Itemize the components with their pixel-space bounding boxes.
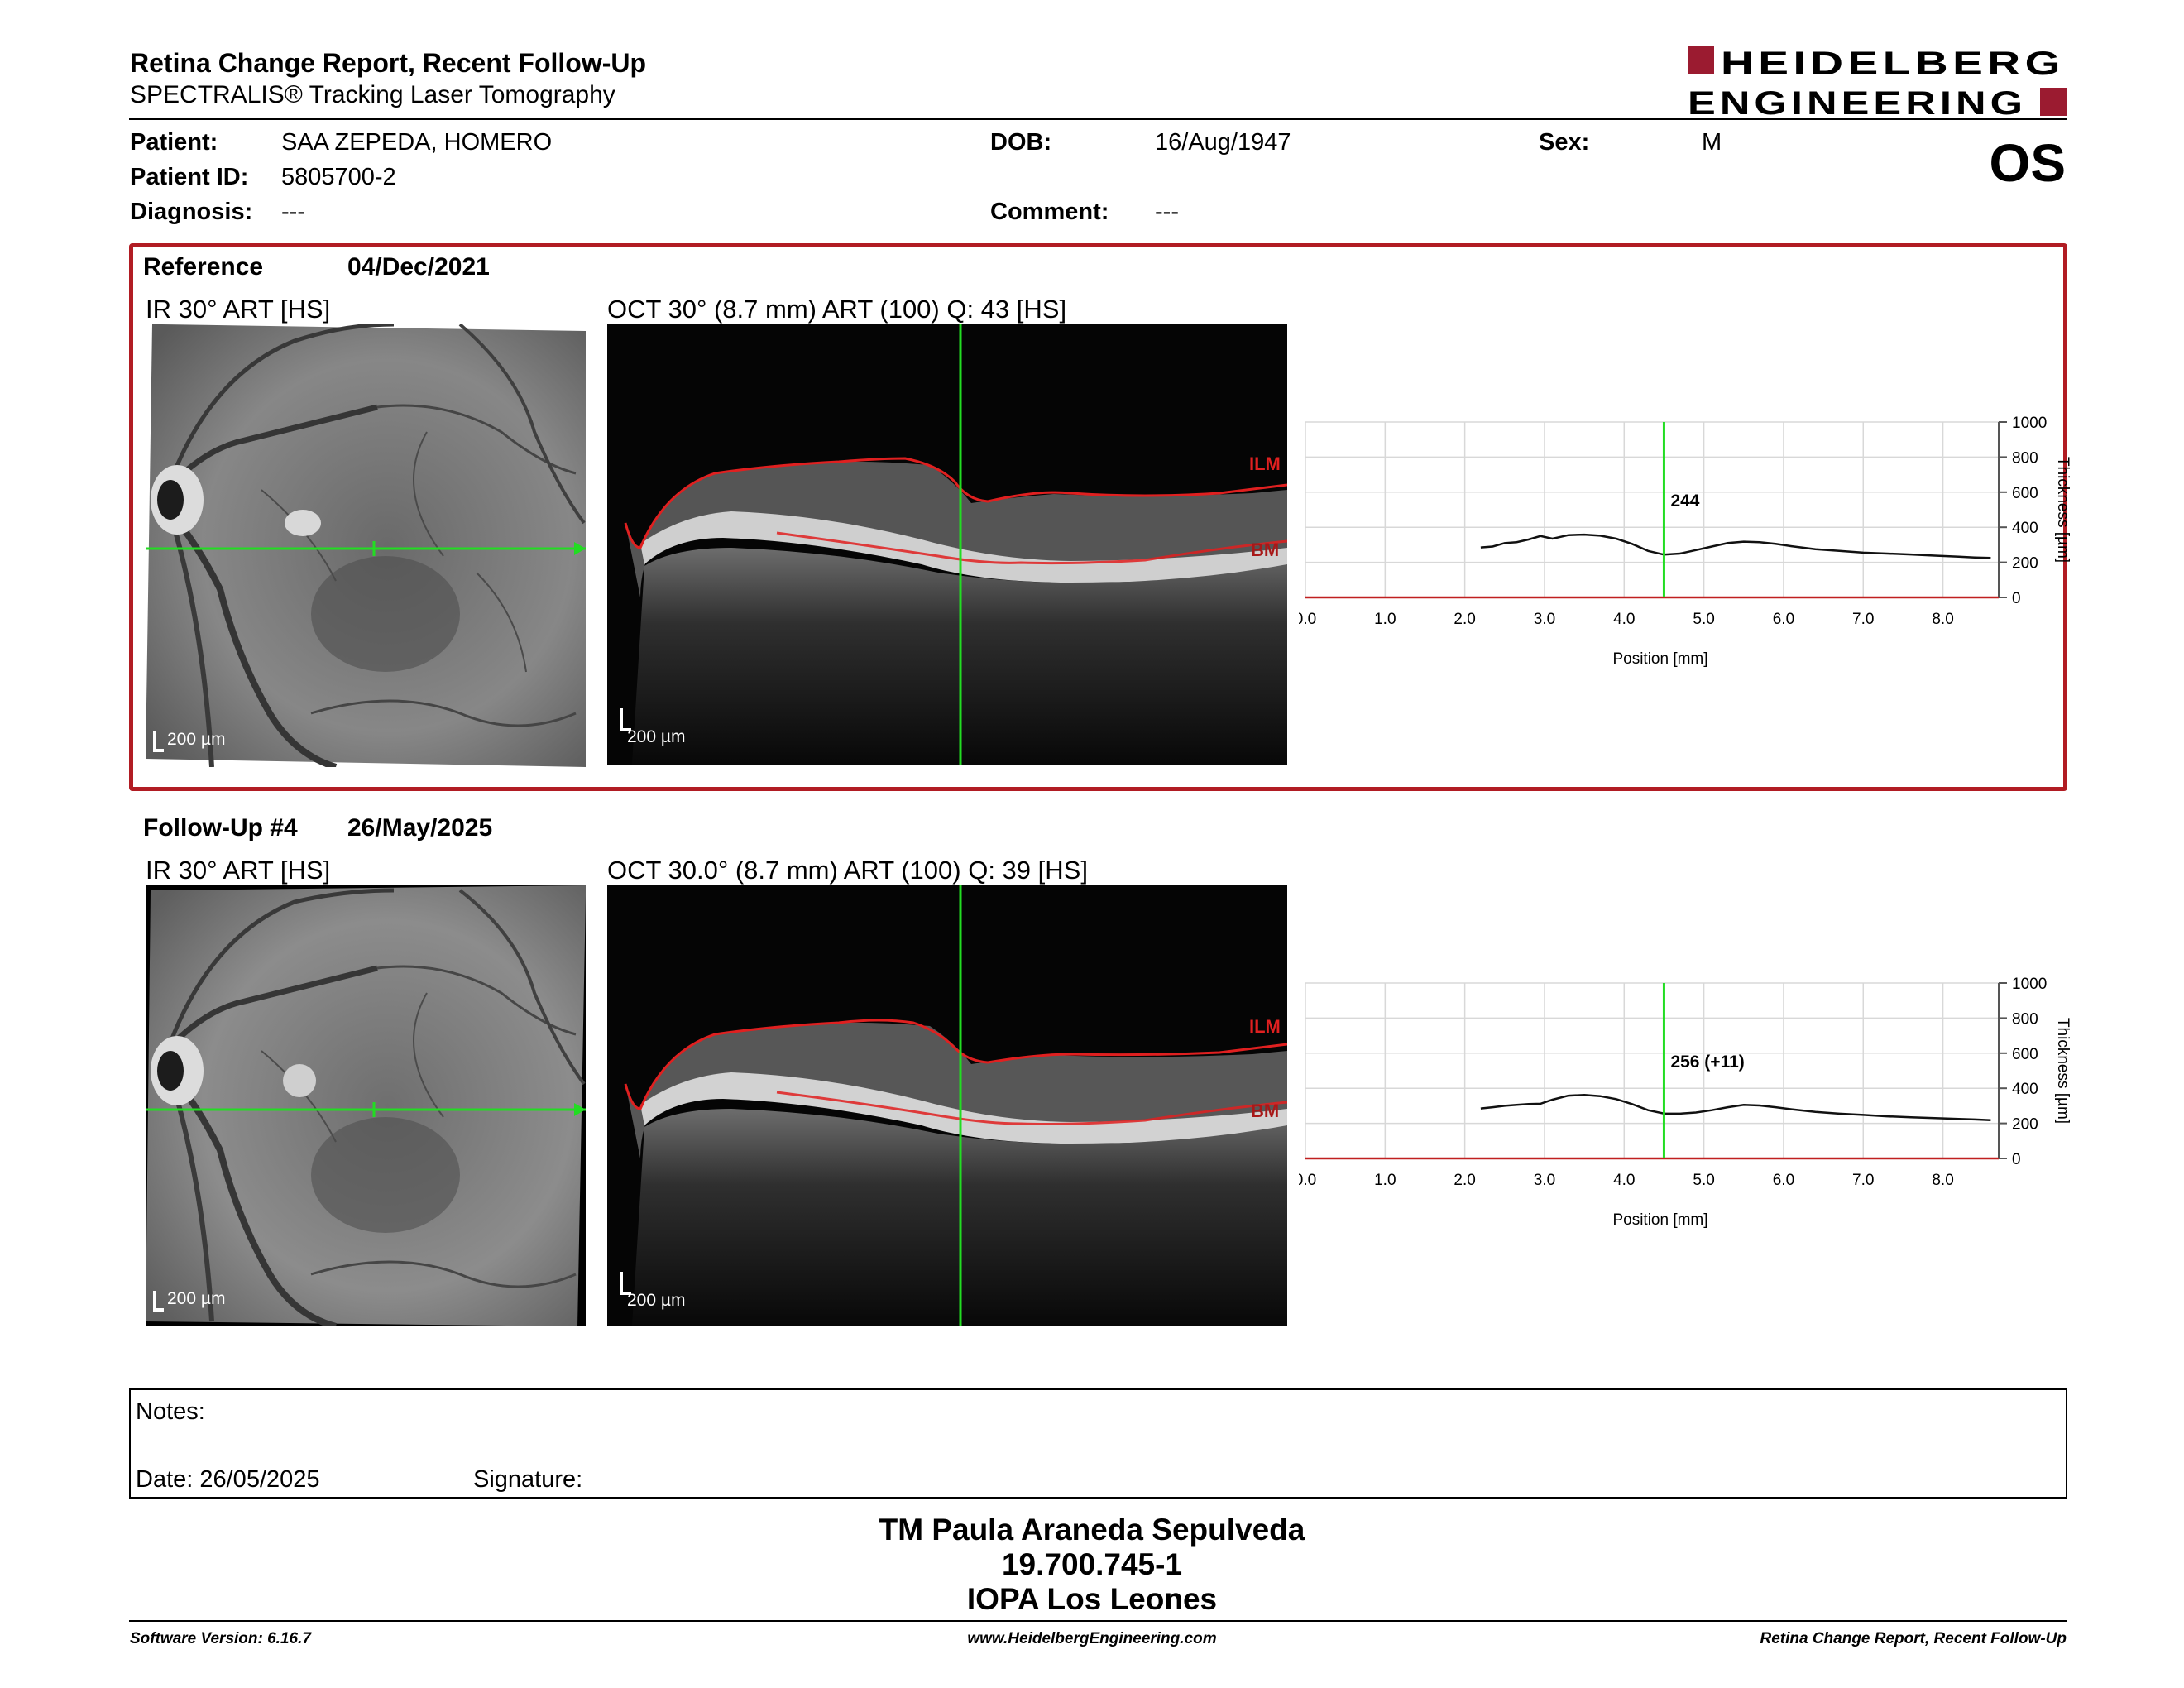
software-version: Software Version: 6.16.7 (130, 1630, 311, 1647)
reference-frame (129, 243, 2067, 791)
y-tick-label: 0 (2012, 590, 2021, 607)
x-tick-label: 2.0 (1454, 1172, 1475, 1189)
signature-label: Signature: (473, 1466, 583, 1493)
x-tick-label: 8.0 (1932, 611, 1953, 628)
y-tick-label: 400 (2012, 520, 2038, 537)
x-axis-label: Position [mm] (1612, 650, 1707, 668)
y-tick-label: 400 (2012, 1081, 2038, 1098)
reference-ir-image: 200 µm (146, 324, 586, 767)
y-tick-label: 0 (2012, 1151, 2021, 1168)
y-tick-label: 1000 (2012, 976, 2047, 993)
website-link[interactable]: www.HeidelbergEngineering.com (967, 1630, 1217, 1647)
signatory-clinic: IOPA Los Leones (966, 1582, 1218, 1616)
x-tick-label: 0.0 (1299, 1172, 1316, 1189)
x-tick-label: 5.0 (1693, 611, 1714, 628)
followup-oct-caption: OCT 30.0° (8.7 mm) ART (100) Q: 39 [HS] (607, 856, 1088, 885)
reference-date: 04/Dec/2021 (347, 253, 490, 281)
dob-value: 16/Aug/1947 (1155, 129, 1291, 156)
x-tick-label: 7.0 (1852, 1172, 1874, 1189)
reference-label: Reference (143, 253, 264, 281)
patient-id-label: Patient ID: (130, 164, 249, 190)
comment-value: --- (1155, 199, 1179, 225)
followup-oct-scale-label: 200 µm (627, 1291, 686, 1310)
dob-label: DOB: (990, 129, 1052, 156)
y-tick-label: 600 (2012, 1046, 2038, 1063)
marker-value-label: 244 (1670, 492, 1699, 511)
logo-text-1: HEIDELBERG (1721, 46, 2065, 82)
reference-bm-label: BM (1251, 539, 1279, 560)
reference-thickness-chart: 0 200 400 600 800 1000 0.0 1.0 2.0 3.0 4.0 5.0 6.0 7.… (1299, 415, 2071, 668)
notes-label: Notes: (136, 1398, 205, 1425)
followup-oct-image: ILM BM 200 µm (607, 885, 1287, 1326)
followup-thickness-chart: 0 200 400 600 800 1000 0.0 1.0 2.0 3.0 4.0 5.0 6.0 7.… (1299, 976, 2071, 1229)
sex-label: Sex: (1539, 129, 1590, 156)
x-tick-label: 4.0 (1613, 611, 1635, 628)
patient-label: Patient: (130, 129, 218, 156)
y-tick-label: 200 (2012, 1116, 2038, 1134)
followup-ir-caption: IR 30° ART [HS] (146, 856, 331, 885)
diagnosis-value: --- (281, 199, 305, 225)
reference-ilm-label: ILM (1249, 453, 1281, 474)
x-tick-label: 7.0 (1852, 611, 1874, 628)
x-tick-label: 4.0 (1613, 1172, 1635, 1189)
followup-bm-label: BM (1251, 1101, 1279, 1121)
patient-id: 5805700-2 (281, 164, 396, 190)
x-tick-label: 8.0 (1932, 1172, 1953, 1189)
followup-label: Follow-Up #4 (143, 814, 298, 842)
x-tick-label: 3.0 (1534, 611, 1555, 628)
y-tick-label: 1000 (2012, 415, 2047, 432)
notes-box (129, 1388, 2067, 1499)
x-tick-label: 3.0 (1534, 1172, 1555, 1189)
reference-oct-caption: OCT 30° (8.7 mm) ART (100) Q: 43 [HS] (607, 295, 1067, 324)
chart-grid (1305, 421, 1999, 598)
reference-ir-scale-label: 200 µm (167, 730, 226, 749)
followup-date: 26/May/2025 (347, 814, 493, 842)
reference-ir-caption: IR 30° ART [HS] (146, 295, 331, 324)
followup-ir-scale-label: 200 µm (167, 1289, 226, 1308)
thickness-line (1480, 1094, 1991, 1122)
signatory-name: TM Paula Araneda Sepulveda (879, 1513, 1305, 1547)
x-tick-label: 5.0 (1693, 1172, 1714, 1189)
thickness-line (1480, 533, 1991, 559)
followup-ilm-label: ILM (1249, 1016, 1281, 1037)
reference-ir-scalebar (153, 731, 164, 752)
y-tick-label: 800 (2012, 449, 2038, 467)
footer-report-name: Retina Change Report, Recent Follow-Up (1760, 1630, 2067, 1647)
footer-divider (129, 1620, 2067, 1622)
y-tick-label: 200 (2012, 555, 2038, 573)
reference-oct-image: ILM BM 200 µm (607, 324, 1287, 765)
diagnosis-label: Diagnosis: (130, 199, 253, 225)
x-tick-label: 0.0 (1299, 611, 1316, 628)
logo-text-2: ENGINEERING (1688, 85, 2027, 117)
x-tick-label: 1.0 (1374, 611, 1396, 628)
patient-name: SAA ZEPEDA, HOMERO (281, 129, 553, 156)
notes-date: Date: 26/05/2025 (136, 1466, 320, 1493)
x-tick-label: 6.0 (1773, 1172, 1794, 1189)
heidelberg-logo: HEIDELBERG ENGINEERING (1688, 46, 2067, 117)
x-tick-label: 1.0 (1374, 1172, 1396, 1189)
y-axis-label: Thickness [µm] (2054, 1018, 2071, 1124)
signatory-rut: 19.700.745-1 (1001, 1547, 1183, 1581)
report-title: Retina Change Report, Recent Follow-Up (130, 48, 647, 78)
comment-label: Comment: (990, 199, 1109, 225)
y-tick-label: 800 (2012, 1010, 2038, 1028)
header-divider (129, 118, 2067, 120)
y-tick-label: 600 (2012, 485, 2038, 502)
x-tick-label: 6.0 (1773, 611, 1794, 628)
eye-laterality: OS (1989, 133, 2066, 193)
y-axis-label: Thickness [µm] (2054, 457, 2071, 563)
x-axis-label: Position [mm] (1612, 1211, 1707, 1229)
marker-value-label: 256 (+11) (1670, 1053, 1744, 1072)
followup-ir-scalebar (153, 1291, 164, 1312)
chart-grid (1305, 982, 1999, 1159)
report-subtitle: SPECTRALIS® Tracking Laser Tomography (130, 81, 615, 108)
sex-value: M (1702, 129, 1722, 156)
followup-ir-image: 200 µm (146, 885, 586, 1326)
x-tick-label: 2.0 (1454, 611, 1475, 628)
reference-oct-scale-label: 200 µm (627, 727, 686, 746)
